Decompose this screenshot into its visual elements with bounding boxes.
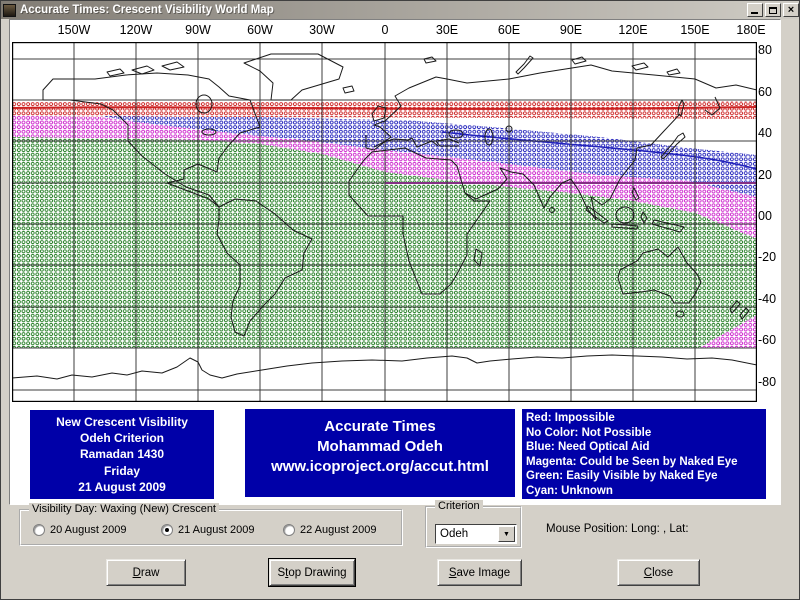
visibility-day-group-label: Visibility Day: Waxing (New) Crescent bbox=[29, 503, 219, 515]
info-line: New Crescent Visibility bbox=[56, 415, 188, 429]
zone-optical-aid-blue bbox=[101, 116, 757, 197]
lat-label: -40 bbox=[758, 292, 777, 306]
lat-label: 40 bbox=[758, 126, 772, 140]
criterion-groupbox: Criterion Odeh ▼ bbox=[425, 500, 522, 548]
zone-could-be-seen-magenta bbox=[12, 116, 757, 239]
info-line: www.icoproject.org/accut.html bbox=[271, 458, 489, 475]
title-bar: Accurate Times: Crescent Visibility Worl… bbox=[1, 1, 799, 19]
legend-line: Green: Easily Visible by Naked Eye bbox=[526, 470, 718, 483]
lon-label: 60W bbox=[247, 23, 273, 37]
criterion-dropdown[interactable]: Odeh ▼ bbox=[435, 524, 517, 544]
lon-label: 90E bbox=[559, 23, 583, 37]
lon-label: 30W bbox=[309, 23, 335, 37]
minimize-icon bbox=[751, 12, 758, 14]
criterion-value: Odeh bbox=[440, 528, 469, 540]
coastlines bbox=[12, 53, 757, 380]
radio-label: 22 August 2009 bbox=[300, 524, 377, 536]
info-line: Odeh Criterion bbox=[79, 431, 164, 446]
lon-label: 150W bbox=[57, 23, 91, 37]
legend-line: Magenta: Could be Seen by Naked Eye bbox=[526, 455, 738, 468]
credits-info-box: Accurate Times Mohammad Odeh www.icoproj… bbox=[245, 409, 515, 497]
info-line: Mohammad Odeh bbox=[317, 438, 443, 455]
radio-21-august-2009[interactable]: 21 August 2009 bbox=[161, 524, 254, 536]
visibility-info-box: New Crescent Visibility Odeh Criterion R… bbox=[30, 410, 214, 499]
criterion-group-label: Criterion bbox=[435, 500, 483, 512]
minimize-button[interactable] bbox=[747, 3, 763, 17]
lat-label: -60 bbox=[758, 333, 777, 347]
window-title: Accurate Times: Crescent Visibility Worl… bbox=[20, 4, 274, 16]
radio-circle-icon[interactable] bbox=[283, 524, 295, 536]
zone-could-be-seen-magenta-south bbox=[699, 315, 757, 348]
maximize-button[interactable] bbox=[765, 3, 781, 17]
visibility-day-groupbox: Visibility Day: Waxing (New) Crescent 20… bbox=[19, 503, 403, 546]
lat-label: 60 bbox=[758, 85, 772, 99]
lon-label: 120E bbox=[618, 23, 648, 37]
chevron-down-icon[interactable]: ▼ bbox=[498, 526, 515, 542]
legend-line: Cyan: Unknown bbox=[526, 484, 613, 497]
legend-line: Blue: Need Optical Aid bbox=[526, 441, 650, 454]
lon-label: 150E bbox=[680, 23, 710, 37]
radio-22-august-2009[interactable]: 22 August 2009 bbox=[283, 524, 376, 536]
info-line: 21 August 2009 bbox=[78, 479, 166, 494]
app-icon bbox=[3, 3, 16, 17]
legend-line: No Color: Not Possible bbox=[526, 426, 652, 439]
map-panel: 150W 120W 90W 60W 30W 0 30E 60E 90E 120E… bbox=[9, 19, 781, 505]
world-map[interactable] bbox=[12, 42, 757, 402]
legend-line: Red: Impossible bbox=[526, 412, 615, 424]
radio-circle-icon[interactable] bbox=[161, 524, 173, 536]
lat-label: -80 bbox=[758, 375, 777, 389]
radio-20-august-2009[interactable]: 20 August 2009 bbox=[33, 524, 126, 536]
mouse-position-label: Mouse Position: Long: , Lat: bbox=[546, 523, 689, 535]
close-window-button[interactable]: × bbox=[783, 3, 799, 17]
info-line: Ramadan 1430 bbox=[79, 447, 165, 462]
lat-label: -20 bbox=[758, 250, 777, 264]
lon-label: 60E bbox=[497, 23, 521, 37]
maximize-icon bbox=[769, 6, 777, 14]
lon-label: 0 bbox=[381, 23, 389, 37]
legend-box: Red: Impossible No Color: Not Possible B… bbox=[522, 409, 766, 499]
radio-circle-icon[interactable] bbox=[33, 524, 45, 536]
radio-label: 21 August 2009 bbox=[178, 524, 255, 536]
lon-label: 30E bbox=[435, 23, 459, 37]
lat-label: 00 bbox=[758, 209, 772, 223]
graticule bbox=[12, 42, 757, 402]
lat-label: 80 bbox=[758, 43, 772, 57]
info-line: Friday bbox=[103, 463, 140, 478]
lat-label: 20 bbox=[758, 168, 772, 182]
lon-label: 90W bbox=[185, 23, 211, 37]
radio-label: 20 August 2009 bbox=[50, 524, 127, 536]
info-line: Accurate Times bbox=[324, 418, 436, 435]
lon-label: 180E bbox=[736, 23, 766, 37]
map-border bbox=[12, 42, 757, 402]
lon-label: 120W bbox=[119, 23, 153, 37]
